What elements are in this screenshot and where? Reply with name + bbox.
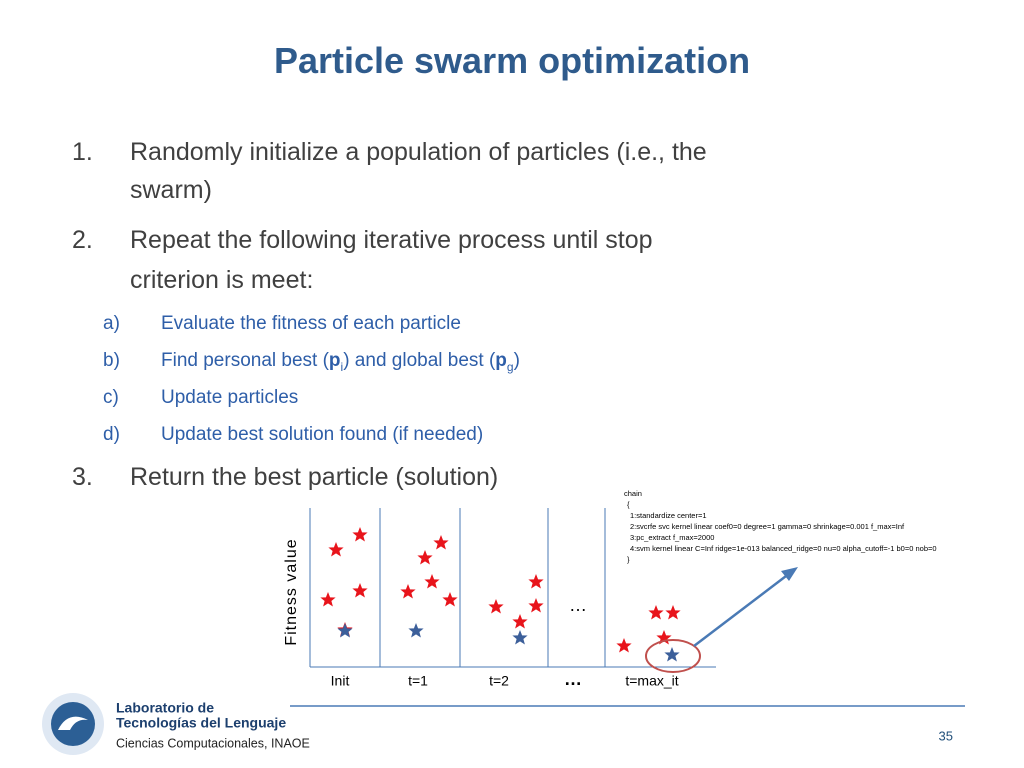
star [665,605,681,620]
text: ) and global best ( [343,350,496,371]
code-line: 4:svm kernel linear C=Inf ridge=1e-013 b… [630,544,937,553]
star [337,623,353,638]
logo [42,693,104,755]
blue-stars [337,623,680,662]
substep-label: b) [103,350,120,371]
substep-label: d) [103,424,120,445]
code-line: 1:standardize center=1 [630,511,707,520]
x-label: t=1 [408,673,428,689]
symbol: p [495,350,507,371]
org-line: Tecnologías del Lenguaje [116,715,286,731]
code-line: { [627,500,630,509]
star [442,592,458,607]
subscript: g [506,359,514,374]
axes [309,508,716,668]
org-line: Ciencias Computacionales, INAOE [116,736,310,750]
x-label: Init [331,673,350,689]
substep-label: c) [103,387,119,408]
x-label: t=max_it [625,673,678,689]
step-number: 3. [72,463,93,491]
text: ) [513,350,520,371]
x-label: … [564,669,582,689]
star [417,550,433,565]
step-number: 1. [72,138,93,166]
y-label: Fitness value [283,538,300,645]
substep-text: Update particles [161,387,299,408]
star [512,614,528,629]
star [320,592,336,607]
star [528,574,544,589]
star [352,527,368,542]
substep-label: a) [103,313,120,334]
star [528,598,544,613]
star [488,599,504,614]
arrow [693,572,791,647]
logo-swirl [58,716,88,730]
code-block: chain { 1:standardize center=1 2:svcrfe … [624,489,937,564]
star [400,584,416,599]
symbol: p [328,350,341,371]
star [408,623,424,638]
star [512,630,528,645]
substep-text: Find personal best (pi) and global best … [161,350,520,374]
star [648,605,664,620]
x-label: t=2 [489,673,509,689]
code-line: } [627,555,630,564]
page-number: 35 [939,728,953,743]
step-text: Return the best particle (solution) [130,463,499,491]
star [328,542,344,557]
star [424,574,440,589]
ellipsis: … [569,595,587,615]
star [352,583,368,598]
step-text: Randomly initialize a population of part… [130,138,707,166]
code-line: 2:svcrfe svc kernel linear coef0=0 degre… [630,522,905,531]
code-line: chain [624,489,642,498]
substep-text: Evaluate the fitness of each particle [161,313,461,334]
org-line: Laboratorio de [116,700,214,716]
red-stars [320,527,681,653]
step-text: swarm) [130,176,212,204]
step-text: criterion is meet: [130,266,314,294]
step-text: Repeat the following iterative process u… [130,226,653,254]
substep-text: Update best solution found (if needed) [161,424,484,445]
star [616,638,632,653]
step-number: 2. [72,226,93,254]
code-line: 3:pc_extract f_max=2000 [630,533,714,542]
star [664,647,680,662]
subscript: i [340,359,344,374]
highlight [645,639,701,673]
slide-title: Particle swarm optimization [273,40,751,81]
arrowhead [781,567,798,581]
star [433,535,449,550]
text: Find personal best ( [161,350,329,371]
